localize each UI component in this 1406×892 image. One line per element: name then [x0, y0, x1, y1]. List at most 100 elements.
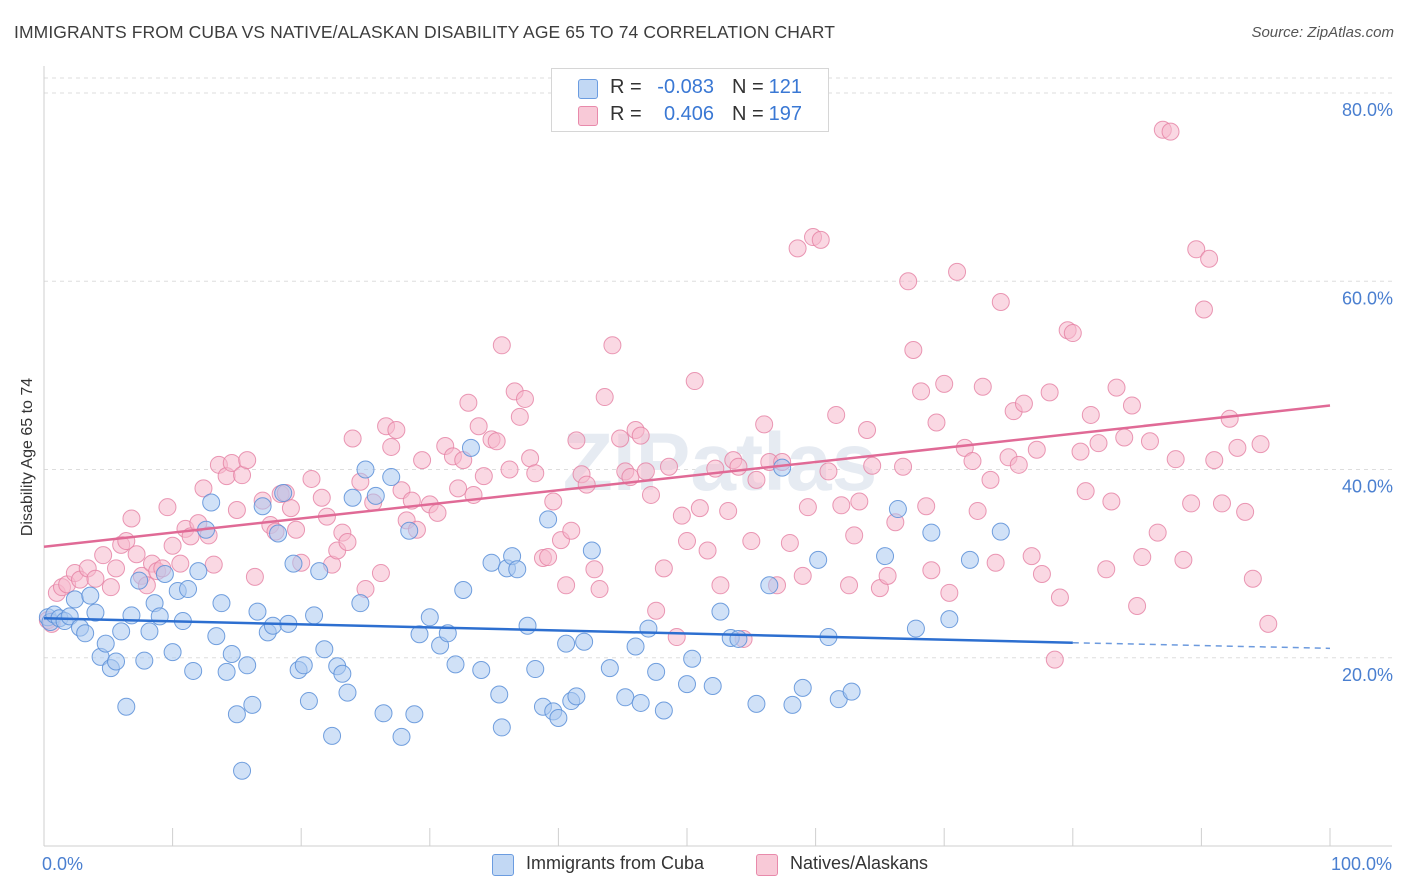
cuba-point	[400, 521, 419, 540]
natives-point	[1050, 588, 1069, 607]
natives-point	[780, 533, 799, 552]
natives-point	[233, 466, 252, 485]
cuba-trend-line	[43, 616, 1073, 644]
natives-point	[654, 559, 673, 578]
natives-point	[1022, 547, 1041, 566]
natives-point	[811, 230, 830, 249]
cuba-point	[575, 632, 594, 651]
natives-point	[122, 509, 141, 528]
cuba-point	[922, 523, 941, 542]
cuba-point	[217, 662, 236, 681]
cuba-point	[747, 694, 766, 713]
legend-r-label: R =	[610, 103, 642, 125]
natives-point	[850, 492, 869, 511]
cuba-point	[639, 619, 658, 638]
natives-point	[487, 432, 506, 451]
grid-lines	[44, 77, 1392, 659]
natives-point	[1071, 442, 1090, 461]
natives-point	[1040, 383, 1059, 402]
natives-point	[863, 456, 882, 475]
y-axis-label: Disability Age 65 to 74	[19, 378, 36, 536]
cuba-point	[490, 685, 509, 704]
natives-point	[1187, 240, 1206, 259]
cuba-point	[472, 661, 491, 679]
natives-point	[1128, 597, 1147, 615]
natives-point	[163, 536, 182, 555]
natives-point	[1140, 432, 1159, 451]
natives-point	[832, 496, 851, 515]
natives-point	[940, 583, 959, 602]
natives-point	[500, 460, 519, 479]
natives-point	[281, 499, 300, 518]
cuba-point	[783, 695, 802, 714]
series-legend: Immigrants from Cuba Natives/Alaskans	[0, 852, 1406, 878]
natives-point	[1089, 434, 1108, 453]
y-tick-label: 40.0%	[1342, 477, 1393, 497]
natives-point	[719, 501, 738, 520]
natives-point	[127, 545, 146, 564]
cuba-point	[222, 645, 241, 663]
natives-point	[968, 501, 987, 520]
natives-trend-line	[43, 404, 1331, 548]
cuba-point	[508, 560, 527, 579]
legend-swatch-pink	[578, 106, 598, 126]
cuba-point	[233, 761, 252, 780]
natives-point	[636, 462, 655, 481]
x-ticks	[172, 828, 1331, 846]
natives-point	[991, 293, 1010, 311]
cuba-point	[940, 610, 959, 629]
cuba-point	[631, 693, 650, 712]
cuba-point	[305, 606, 324, 625]
cuba-point	[227, 705, 246, 724]
natives-point	[793, 566, 812, 585]
natives-swatch	[756, 854, 778, 876]
natives-point	[557, 576, 576, 595]
natives-point	[729, 457, 748, 476]
natives-point	[287, 520, 306, 539]
cuba-point	[842, 682, 861, 701]
cuba-point	[678, 675, 696, 694]
natives-point	[1236, 502, 1255, 521]
cuba-point	[294, 656, 313, 675]
cuba-point	[374, 704, 393, 723]
natives-point	[659, 457, 678, 476]
natives-point	[1228, 438, 1247, 457]
natives-point	[459, 393, 478, 412]
cuba-point	[647, 662, 666, 681]
natives-point	[1032, 565, 1051, 583]
cuba-point	[184, 661, 203, 680]
cuba-point	[299, 692, 318, 711]
natives-point	[927, 413, 946, 432]
cuba-point	[991, 522, 1010, 541]
cuba-point	[760, 576, 779, 595]
natives-point	[510, 407, 529, 426]
natives-point	[1009, 455, 1028, 474]
natives-point	[788, 239, 807, 258]
natives-point	[94, 546, 113, 565]
natives-point	[742, 532, 761, 551]
cuba-point	[960, 550, 979, 569]
natives-point	[595, 388, 614, 407]
legend-n-value: 197	[768, 103, 802, 125]
natives-point	[973, 377, 992, 396]
cuba-point	[549, 709, 568, 727]
correlation-legend: R = -0.083 N = 121 R = 0.406 N = 197	[551, 68, 829, 132]
trend-lines	[43, 404, 1331, 650]
natives-point	[567, 431, 586, 450]
natives-point	[827, 405, 846, 424]
natives-point	[526, 464, 545, 483]
natives-point	[1097, 560, 1116, 579]
legend-n-value: 121	[768, 76, 802, 98]
cuba-point	[343, 488, 362, 507]
natives-point	[1174, 550, 1193, 569]
cuba-point	[155, 565, 174, 583]
natives-point	[1133, 548, 1152, 567]
cuba-point	[446, 655, 465, 674]
cuba-point	[207, 627, 226, 646]
cuba-point	[906, 619, 925, 638]
cuba-point	[112, 622, 131, 641]
legend-row-cuba: R = -0.083 N = 121	[552, 75, 828, 101]
cuba-point	[323, 726, 342, 745]
natives-point	[158, 498, 177, 517]
cuba-point	[793, 678, 812, 697]
